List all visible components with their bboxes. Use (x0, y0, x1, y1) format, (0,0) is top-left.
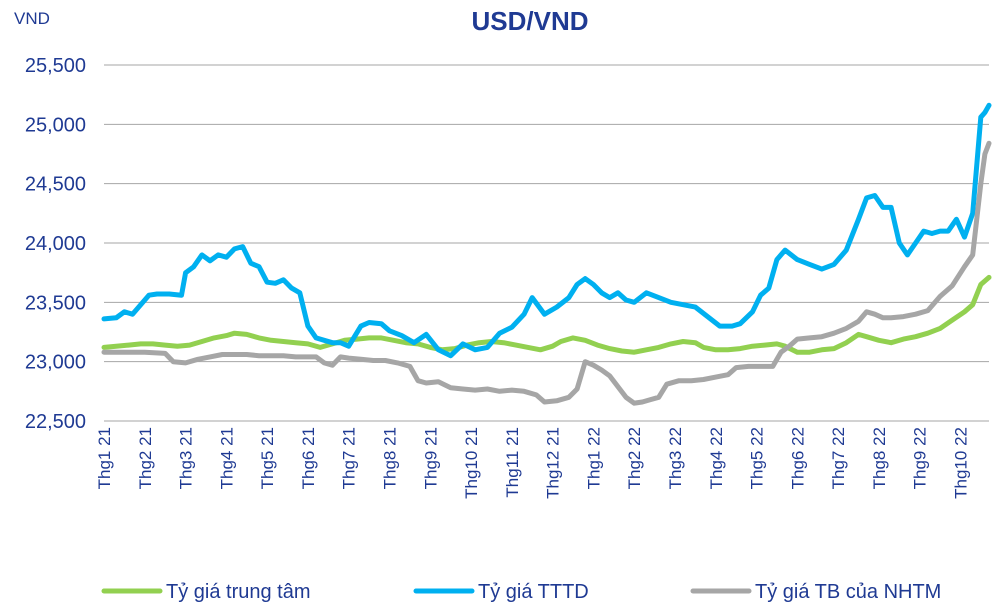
x-tick-label: Thg8 22 (870, 427, 889, 489)
legend-label: Tỷ giá TTTD (478, 581, 589, 603)
y-tick-label: 25,500 (25, 55, 86, 77)
x-tick-label: Thg3 22 (666, 427, 685, 489)
x-tick-label: Thg6 21 (299, 427, 318, 489)
y-tick-label: 23,500 (25, 292, 86, 314)
y-tick-label: 24,500 (25, 174, 86, 196)
x-tick-label: Thg4 22 (707, 427, 726, 489)
series-line (101, 274, 992, 355)
x-tick-label: Thg2 22 (625, 427, 644, 489)
x-tick-label: Thg10 22 (951, 427, 970, 499)
y-tick-label: 23,000 (25, 352, 86, 374)
x-tick-label: Thg11 21 (503, 427, 522, 498)
x-tick-label: Thg4 21 (217, 427, 236, 489)
y-tick-label: 24,000 (25, 233, 86, 255)
x-tick-label: Thg12 21 (544, 427, 563, 499)
legend-label: Tỷ giá trung tâm (166, 581, 311, 603)
y-tick-label: 25,000 (25, 114, 86, 136)
x-tick-label: Thg2 21 (136, 427, 155, 489)
legend-label: Tỷ giá TB của NHTM (755, 581, 941, 603)
x-tick-label: Thg7 22 (829, 427, 848, 489)
gridlines (104, 64, 989, 422)
x-tick-label: Thg3 21 (177, 427, 196, 489)
x-tick-label: Thg5 21 (258, 427, 277, 489)
series-lines (101, 102, 992, 406)
x-tick-label: Thg8 21 (380, 427, 399, 489)
y-axis-unit-label: VND (14, 9, 50, 28)
chart-title: USD/VND (471, 6, 588, 36)
x-tick-label: Thg9 22 (911, 427, 930, 489)
series-line (101, 102, 992, 359)
x-axis-ticks: Thg1 21 Thg2 21 Thg3 21 Thg4 21 Thg5 21 Thg6 … (95, 427, 970, 499)
y-tick-label: 22,500 (25, 411, 86, 433)
x-tick-label: Thg10 21 (462, 427, 481, 499)
legend: Tỷ giá trung tâm Tỷ giá TTTD Tỷ giá TB của… (101, 581, 941, 603)
x-tick-label: Thg5 22 (748, 427, 767, 489)
x-tick-label: Thg9 21 (421, 427, 440, 489)
series-line (101, 140, 992, 406)
x-tick-label: Thg6 22 (788, 427, 807, 489)
x-tick-label: Thg1 21 (95, 427, 114, 489)
x-tick-label: Thg7 21 (340, 427, 359, 489)
y-axis-ticks: 22,500 23,000 23,500 24,000 24,500 25,000 25,5… (25, 55, 86, 433)
x-tick-label: Thg1 22 (584, 427, 603, 489)
